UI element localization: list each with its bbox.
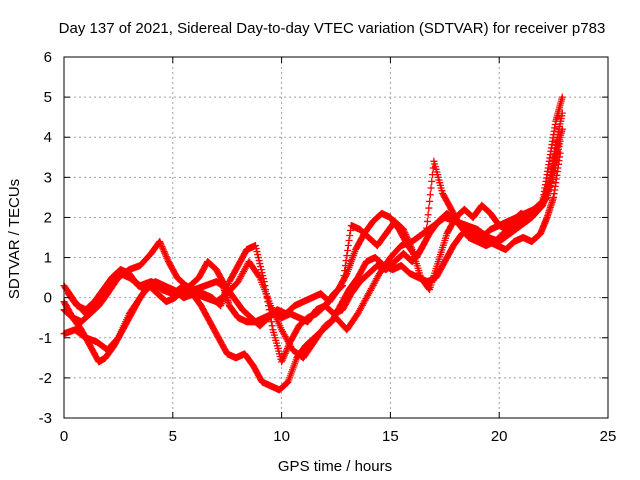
data-point [259,275,267,283]
data-point [284,343,292,351]
data-point [264,298,272,306]
y-tick-label: 2 [44,209,52,226]
data-point [267,318,275,326]
y-tick-label: -1 [39,330,52,347]
data-point [252,245,260,253]
data-point [424,211,432,219]
data-point [425,204,433,212]
data-point [255,272,263,280]
data-point [257,263,265,271]
data-point [420,239,428,247]
data-point [558,125,566,133]
y-tick-label: 0 [44,290,52,307]
data-points [60,93,566,394]
data-point [421,238,429,246]
data-point [258,269,266,277]
data-point [342,257,350,265]
data-point [158,243,166,251]
data-point [345,237,353,245]
data-point [262,290,270,298]
data-point [558,93,566,101]
data-point [260,278,268,286]
data-point [265,306,273,314]
data-point [426,191,434,199]
data-point [278,358,286,366]
data-point [344,242,352,250]
data-point [159,244,167,252]
data-point [262,286,270,294]
data-point [162,251,170,259]
data-point [256,260,264,268]
data-point [263,294,271,302]
data-point [281,349,289,357]
data-point [278,356,286,364]
data-point [423,217,431,225]
y-tick-label: 1 [44,250,52,267]
data-point [428,177,436,185]
data-point [347,226,355,234]
data-point [426,197,434,205]
y-tick-label: 3 [44,169,52,186]
x-tick-label: 15 [382,428,399,445]
data-point [542,194,550,202]
data-point [425,285,433,293]
x-tick-label: 20 [491,428,508,445]
data-point [160,248,168,256]
data-point [422,231,430,239]
axis-ticks: 0 5 10 15 20 25 -3 -2 -1 0 1 2 3 4 5 6 [39,49,617,445]
data-point [265,302,273,310]
data-point [254,254,262,262]
data-point [286,339,294,347]
plot-frame [63,56,609,419]
y-tick-label: 4 [44,129,52,146]
data-point [157,241,165,249]
data-point [283,346,291,354]
y-axis-label: SDTVAR / TECUs [6,179,23,299]
y-tick-label: 5 [44,89,52,106]
data-point [283,344,291,352]
data-point [162,253,170,261]
x-tick-label: 25 [600,428,617,445]
data-point [279,355,287,363]
data-point [282,348,290,356]
data-point [556,137,564,145]
data-point [346,231,354,239]
grid-lines [64,57,608,418]
data-point [344,247,352,255]
data-point [156,238,164,246]
series-5 [64,137,564,330]
data-point [280,353,288,361]
data-point [342,271,350,279]
y-tick-label: -3 [39,410,52,427]
data-point [161,249,169,257]
data-point [253,248,261,256]
data-point [164,256,172,264]
data-point [427,184,435,192]
x-axis-label: GPS time / hours [278,458,392,475]
data-point [159,246,167,254]
data-point [156,239,164,247]
data-point [251,242,259,250]
data-point [343,252,351,260]
chart-title: Day 137 of 2021, Sidereal Day-to-day VTE… [59,20,606,37]
data-point [257,266,265,274]
x-tick-label: 5 [169,428,177,445]
data-point [254,251,262,259]
data-point [423,224,431,232]
y-tick-label: -2 [39,370,52,387]
data-point [268,322,276,330]
y-tick-label: 6 [44,49,52,66]
data-point [163,254,171,262]
data-point [285,341,293,349]
data-point [261,282,269,290]
data-point [259,272,267,280]
data-point [281,351,289,359]
data-point [255,257,263,265]
x-tick-label: 10 [273,428,290,445]
x-tick-label: 0 [60,428,68,445]
